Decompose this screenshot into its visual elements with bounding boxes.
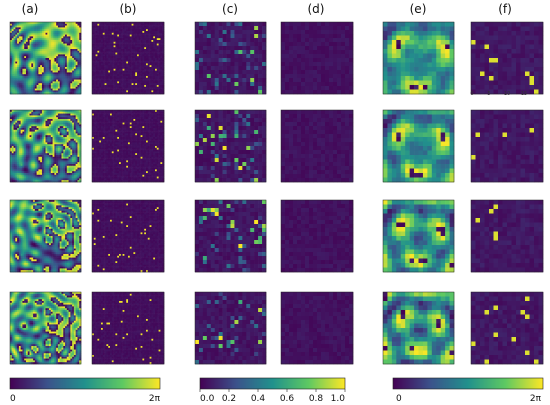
column-label-d: (d) — [308, 2, 325, 16]
colorbar-phase-right-max: 2π — [530, 394, 542, 404]
panel-grid — [9, 21, 544, 365]
panel-d-row3 — [280, 199, 354, 273]
colorbar-phase-left-max: 2π — [149, 394, 161, 404]
panel-e-row2 — [382, 109, 455, 183]
panel-d-row4 — [280, 291, 354, 365]
colorbar-amplitude-tick-label-4: 0.8 — [309, 394, 324, 404]
panel-b-row2 — [91, 109, 165, 183]
panel-e-row1 — [382, 21, 455, 95]
panel-f-row1 — [470, 21, 544, 95]
panel-c-row4 — [194, 291, 267, 365]
column-label-a: (a) — [22, 2, 39, 16]
colorbar-amplitude-tick-label-3: 0.6 — [280, 394, 295, 404]
colorbar-phase-right — [392, 377, 544, 390]
panel-c-row3 — [194, 199, 267, 273]
panel-b-row3 — [91, 199, 165, 273]
colorbar-phase-right-min: 0 — [396, 394, 402, 404]
colorbar-amplitude-tick-label-5: 1.0 — [331, 394, 346, 404]
column-label-f: (f) — [498, 2, 512, 16]
panel-c-row1 — [194, 21, 267, 95]
panel-d-row1 — [280, 21, 354, 95]
column-label-c: (c) — [222, 2, 238, 16]
f-row1-tick-2: 10 — [504, 91, 510, 97]
panel-f-row3 — [470, 199, 544, 273]
panel-d-row2 — [280, 109, 354, 183]
panel-a-row1 — [9, 21, 82, 95]
f-row1-tick-0: 0 — [470, 91, 473, 97]
panel-a-row2 — [9, 109, 82, 183]
colorbar-amplitude — [199, 377, 346, 390]
panel-f-row2 — [470, 109, 544, 183]
colorbar-amplitude-tick-label-1: 0.2 — [222, 394, 236, 404]
panel-e-row3 — [382, 199, 455, 273]
panel-b-row1 — [91, 21, 165, 95]
panel-a-row4 — [9, 291, 82, 365]
panel-e-row4 — [382, 291, 455, 365]
f-row1-tick-3: 15 — [521, 91, 527, 97]
panel-a-row3 — [9, 199, 82, 273]
colorbar-phase-left — [9, 377, 161, 390]
column-label-e: (e) — [410, 2, 427, 16]
colorbar-phase-left-min: 0 — [10, 394, 16, 404]
f-row1-tick-1: 5 — [487, 91, 490, 97]
panel-f-row4 — [470, 291, 544, 365]
f-row1-x-ticks: 0 5 10 15 — [470, 91, 527, 97]
panel-c-row2 — [194, 109, 267, 183]
colorbar-amplitude-tick-label-2: 0.4 — [251, 394, 266, 404]
panel-b-row4 — [91, 291, 165, 365]
column-label-b: (b) — [120, 2, 137, 16]
colorbar-amplitude-tick-label-0: 0.0 — [200, 394, 215, 404]
colorbar-amplitude-ticks: 0.0 0.2 0.4 0.6 0.8 1.0 — [199, 389, 346, 404]
